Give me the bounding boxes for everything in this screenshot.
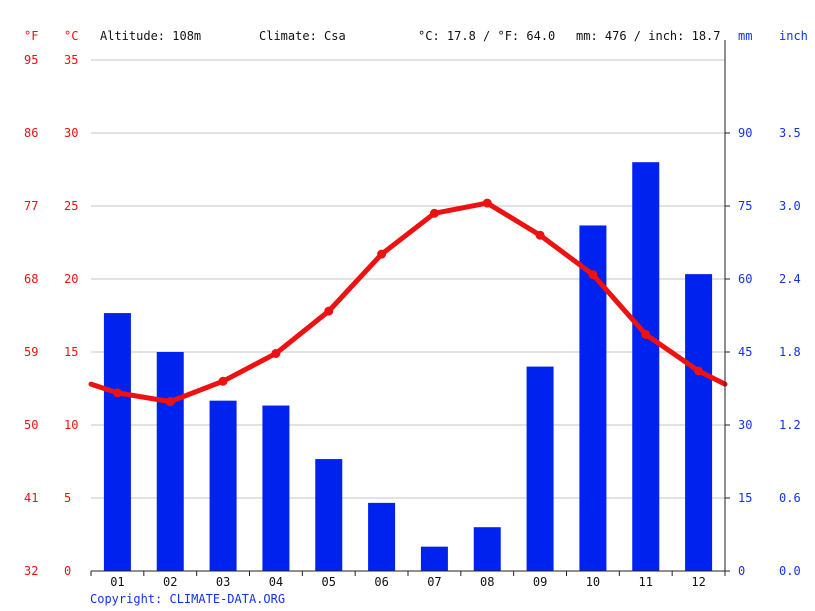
precipitation-bar	[473, 527, 501, 571]
month-tick-label: 06	[374, 575, 388, 589]
temperature-polyline	[88, 200, 728, 405]
axes	[90, 40, 730, 576]
month-tick-label: 08	[480, 575, 494, 589]
precipitation-total-label: mm: 476 / inch: 18.7	[576, 29, 721, 43]
temperature-point	[429, 208, 439, 218]
temperature-point	[482, 198, 492, 208]
mm-tick-label: 75	[738, 199, 752, 213]
precipitation-bar	[632, 162, 660, 571]
month-tick-label: 05	[322, 575, 336, 589]
mm-tick-label: 45	[738, 345, 752, 359]
temperature-point	[165, 397, 175, 407]
temperature-point	[112, 388, 122, 398]
celsius-tick-label: 30	[64, 126, 78, 140]
precipitation-bar	[685, 274, 713, 571]
celsius-tick-label: 0	[64, 564, 71, 578]
celsius-tick-label: 25	[64, 199, 78, 213]
precipitation-bar	[103, 313, 131, 571]
unit-fahrenheit-label: °F	[24, 29, 38, 43]
fahrenheit-tick-label: 68	[24, 272, 38, 286]
precipitation-bar	[156, 352, 184, 571]
temperature-point	[694, 366, 704, 376]
month-tick-label: 11	[639, 575, 653, 589]
gridlines	[91, 59, 725, 499]
precipitation-bars	[103, 162, 713, 571]
climate-label: Climate: Csa	[259, 29, 346, 43]
temperature-average-label: °C: 17.8 / °F: 64.0	[418, 29, 555, 43]
fahrenheit-tick-label: 77	[24, 199, 38, 213]
mm-tick-label: 60	[738, 272, 752, 286]
celsius-tick-label: 20	[64, 272, 78, 286]
fahrenheit-tick-label: 95	[24, 53, 38, 67]
unit-inch-label: inch	[779, 29, 808, 43]
precipitation-bar	[315, 459, 343, 571]
mm-tick-label: 15	[738, 491, 752, 505]
month-tick-label: 09	[533, 575, 547, 589]
fahrenheit-tick-label: 50	[24, 418, 38, 432]
temperature-point	[641, 329, 651, 339]
inch-tick-label: 3.5	[779, 126, 801, 140]
temperature-point	[218, 376, 228, 386]
unit-mm-label: mm	[738, 29, 752, 43]
temperature-point	[588, 270, 598, 280]
celsius-tick-label: 5	[64, 491, 71, 505]
inch-tick-label: 1.2	[779, 418, 801, 432]
month-tick-label: 04	[269, 575, 283, 589]
temperature-line	[88, 198, 728, 407]
precipitation-bar	[368, 502, 396, 571]
inch-tick-label: 0.6	[779, 491, 801, 505]
precipitation-bar	[420, 546, 448, 571]
month-tick-label: 01	[110, 575, 124, 589]
inch-tick-label: 2.4	[779, 272, 801, 286]
month-tick-label: 10	[586, 575, 600, 589]
mm-tick-label: 90	[738, 126, 752, 140]
temperature-point	[535, 230, 545, 240]
inch-tick-label: 3.0	[779, 199, 801, 213]
month-tick-label: 03	[216, 575, 230, 589]
month-tick-label: 07	[427, 575, 441, 589]
celsius-tick-label: 35	[64, 53, 78, 67]
mm-tick-label: 0	[738, 564, 745, 578]
tick-labels: 32 0 41 5 50 10 59 15 68 20 77 25 86 30 95 35 01 02 03 04 05…	[24, 53, 801, 589]
mm-tick-label: 30	[738, 418, 752, 432]
fahrenheit-tick-label: 86	[24, 126, 38, 140]
month-tick-label: 02	[163, 575, 177, 589]
altitude-label: Altitude: 108m	[100, 29, 201, 43]
fahrenheit-tick-label: 41	[24, 491, 38, 505]
fahrenheit-tick-label: 59	[24, 345, 38, 359]
month-tick-label: 12	[691, 575, 705, 589]
inch-tick-label: 0.0	[779, 564, 801, 578]
precipitation-bar	[209, 400, 237, 571]
temperature-point	[271, 348, 281, 358]
precipitation-bar	[262, 405, 290, 571]
unit-celsius-label: °C	[64, 29, 78, 43]
inch-tick-label: 1.8	[779, 345, 801, 359]
celsius-tick-label: 15	[64, 345, 78, 359]
precipitation-bar	[526, 366, 554, 571]
copyright-label: Copyright: CLIMATE-DATA.ORG	[90, 592, 285, 606]
temperature-point	[377, 249, 387, 259]
celsius-tick-label: 10	[64, 418, 78, 432]
temperature-point	[324, 306, 334, 316]
fahrenheit-tick-label: 32	[24, 564, 38, 578]
